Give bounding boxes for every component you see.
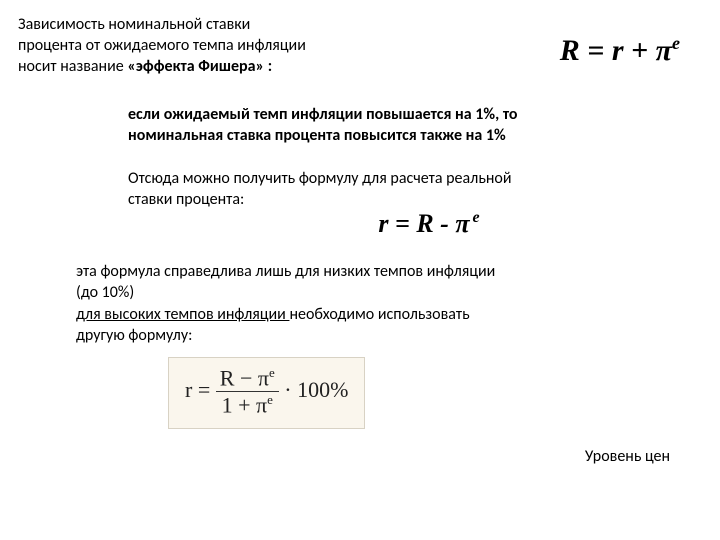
formula1-sup: e (672, 33, 680, 53)
exact-formula: r = R − πe1 + πe · 100% (168, 357, 365, 429)
real-rate-formula: r = R - πe (188, 209, 670, 239)
fisher-formula-nominal: R = r + πe (560, 15, 690, 68)
formula1-plus: + (624, 34, 656, 67)
intro-line3-prefix: носит название (18, 57, 127, 76)
para3-t4: другую формулу: (76, 326, 192, 345)
num-minus: − (234, 365, 257, 390)
den-one: 1 (222, 393, 233, 418)
intro-line2: процента от ожидаемого темпа инфляции (18, 36, 306, 55)
formula2-r: r (378, 209, 388, 238)
explanation-para: если ожидаемый темп инфляции повышается … (128, 105, 670, 147)
formula2-sup: e (473, 209, 480, 226)
para3-t3-underline: для высоких темпов инфляции (76, 305, 289, 324)
formula3-dot: · (279, 377, 297, 402)
pi-symbol: π (258, 365, 269, 390)
intro-text: Зависимость номинальной ставки процента … (18, 15, 306, 77)
derive-para: Отсюда можно получить формулу для расчет… (128, 169, 670, 211)
header-row: Зависимость номинальной ставки процента … (18, 15, 690, 77)
para3-t3-rest: необходимо использовать (289, 305, 469, 324)
formula2-eq: = (388, 209, 416, 238)
num-sup: e (269, 365, 275, 380)
formula1-R: R (560, 34, 580, 67)
num-R: R (220, 365, 235, 390)
wide-block: эта формула справедлива лишь для низких … (76, 261, 660, 347)
formula3-hundred: 100% (297, 377, 348, 402)
exact-formula-container: r = R − πe1 + πe · 100% (168, 357, 690, 429)
pi-symbol: π (656, 34, 672, 67)
denominator: 1 + πe (216, 392, 279, 418)
pi-symbol: π (256, 393, 267, 418)
formula2-minus: - (434, 209, 456, 238)
condition-para: эта формула справедлива лишь для низких … (76, 261, 660, 347)
indent-block: если ожидаемый темп инфляции повышается … (128, 105, 670, 238)
para2-t1: Отсюда можно получить формулу для расчет… (128, 169, 511, 188)
para1-t1: если ожидаемый темп инфляции повышается … (128, 105, 518, 124)
den-sup: e (267, 392, 273, 407)
pi-symbol: π (455, 209, 469, 238)
formula2-R: R (416, 209, 433, 238)
para3-t1: эта формула справедлива лишь для низких … (76, 262, 495, 281)
para1-t2: номинальная ставка процента повысится та… (128, 126, 506, 145)
numerator: R − πe (216, 366, 279, 393)
den-plus: + (233, 393, 256, 418)
slide: Зависимость номинальной ставки процента … (0, 0, 720, 540)
formula3-eq: = (192, 377, 215, 402)
intro-line1: Зависимость номинальной ставки (18, 15, 250, 34)
caption-text: Уровень цен (18, 447, 690, 466)
formula1-eq: = (580, 34, 612, 67)
para2-t2: ставки процента: (128, 190, 244, 209)
intro-line3-bold: «эффекта Фишера» : (127, 57, 272, 76)
formula1-r: r (612, 34, 624, 67)
fraction: R − πe1 + πe (216, 366, 279, 418)
para3-t2: (до 10%) (76, 283, 134, 302)
